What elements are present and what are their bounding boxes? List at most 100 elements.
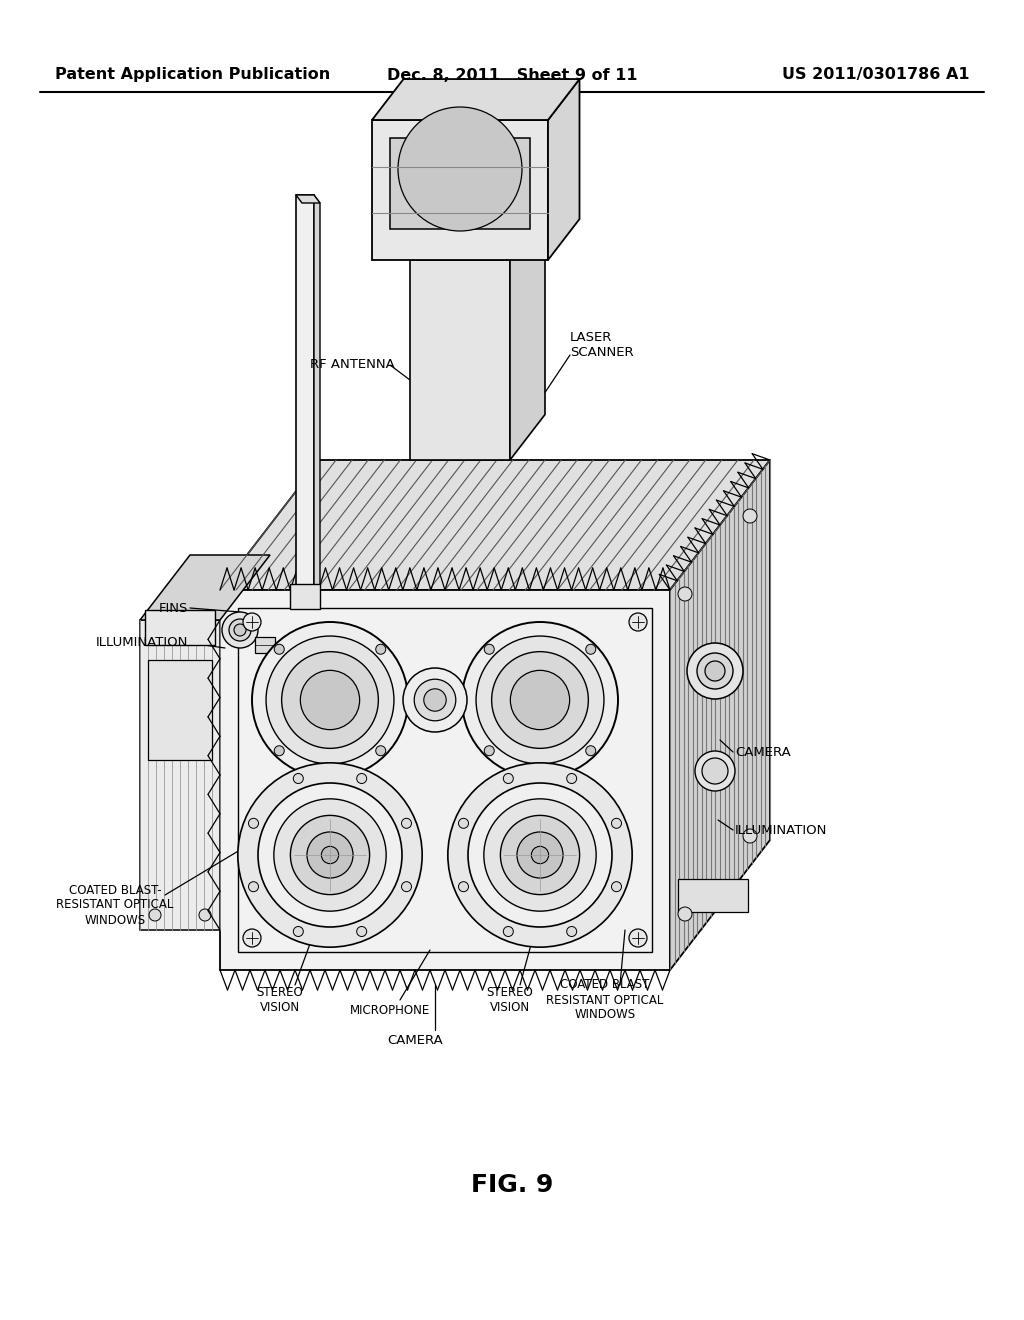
Text: US 2011/0301786 A1: US 2011/0301786 A1	[782, 67, 970, 82]
Circle shape	[243, 612, 261, 631]
Circle shape	[517, 832, 563, 878]
Circle shape	[586, 644, 596, 655]
Circle shape	[401, 882, 412, 892]
Circle shape	[695, 751, 735, 791]
Circle shape	[462, 622, 618, 777]
Circle shape	[611, 818, 622, 829]
Circle shape	[293, 774, 303, 784]
Polygon shape	[410, 214, 545, 260]
Circle shape	[307, 832, 353, 878]
Text: CAMERA: CAMERA	[735, 746, 791, 759]
Bar	[148, 660, 212, 760]
Text: ILLUMINATION: ILLUMINATION	[95, 636, 188, 649]
Circle shape	[199, 630, 211, 642]
Circle shape	[586, 746, 596, 756]
Bar	[255, 638, 275, 653]
Circle shape	[459, 818, 469, 829]
Circle shape	[300, 671, 359, 730]
Bar	[678, 879, 748, 912]
Text: RF ANTENNA: RF ANTENNA	[310, 359, 394, 371]
Circle shape	[398, 107, 522, 231]
Polygon shape	[220, 590, 670, 970]
Circle shape	[414, 680, 456, 721]
Circle shape	[238, 763, 422, 948]
Circle shape	[492, 652, 589, 748]
Circle shape	[401, 818, 412, 829]
Polygon shape	[290, 583, 319, 609]
Circle shape	[566, 927, 577, 936]
Circle shape	[356, 927, 367, 936]
Circle shape	[222, 612, 258, 648]
Circle shape	[678, 907, 692, 921]
Circle shape	[243, 929, 261, 946]
Circle shape	[476, 636, 604, 764]
Circle shape	[483, 799, 596, 911]
Text: STEREO
VISION: STEREO VISION	[486, 986, 534, 1014]
Polygon shape	[314, 195, 319, 602]
Circle shape	[356, 774, 367, 784]
Polygon shape	[220, 459, 770, 590]
Polygon shape	[510, 214, 545, 459]
Circle shape	[252, 622, 408, 777]
Circle shape	[705, 661, 725, 681]
Polygon shape	[296, 195, 314, 594]
Circle shape	[234, 624, 246, 636]
Text: Patent Application Publication: Patent Application Publication	[55, 67, 331, 82]
Circle shape	[322, 846, 339, 863]
Polygon shape	[145, 610, 215, 645]
Circle shape	[376, 644, 386, 655]
Circle shape	[504, 927, 513, 936]
Circle shape	[678, 587, 692, 601]
Circle shape	[743, 510, 757, 523]
Text: CAMERA: CAMERA	[387, 1034, 442, 1047]
Polygon shape	[296, 195, 319, 203]
Circle shape	[199, 909, 211, 921]
Circle shape	[150, 630, 161, 642]
Text: STEREO
VISION: STEREO VISION	[257, 986, 303, 1014]
Circle shape	[403, 668, 467, 733]
Circle shape	[468, 783, 612, 927]
Bar	[238, 609, 652, 952]
Circle shape	[273, 799, 386, 911]
Text: COATED BLAST-
RESISTANT OPTICAL
WINDOWS: COATED BLAST- RESISTANT OPTICAL WINDOWS	[56, 883, 174, 927]
Circle shape	[510, 671, 569, 730]
Polygon shape	[140, 554, 270, 620]
Circle shape	[687, 643, 743, 700]
Text: FINS: FINS	[159, 602, 188, 615]
Circle shape	[504, 774, 513, 784]
Circle shape	[629, 929, 647, 946]
Circle shape	[266, 636, 394, 764]
Circle shape	[150, 909, 161, 921]
Text: Dec. 8, 2011   Sheet 9 of 11: Dec. 8, 2011 Sheet 9 of 11	[387, 67, 637, 82]
Polygon shape	[372, 79, 580, 120]
Polygon shape	[670, 459, 770, 970]
Circle shape	[293, 927, 303, 936]
Circle shape	[274, 644, 285, 655]
Text: ILLUMINATION: ILLUMINATION	[735, 824, 827, 837]
Circle shape	[484, 644, 495, 655]
Polygon shape	[548, 79, 580, 260]
Circle shape	[258, 783, 402, 927]
Circle shape	[424, 689, 446, 711]
Circle shape	[291, 816, 370, 895]
Bar	[390, 139, 530, 228]
Circle shape	[484, 746, 495, 756]
Circle shape	[611, 882, 622, 892]
Circle shape	[376, 746, 386, 756]
Circle shape	[566, 774, 577, 784]
Circle shape	[459, 882, 469, 892]
Circle shape	[702, 758, 728, 784]
Circle shape	[249, 818, 258, 829]
Circle shape	[447, 763, 632, 948]
Text: COATED BLAST
RESISTANT OPTICAL
WINDOWS: COATED BLAST RESISTANT OPTICAL WINDOWS	[547, 978, 664, 1022]
Polygon shape	[372, 120, 548, 260]
Text: LASER
SCANNER: LASER SCANNER	[570, 331, 634, 359]
Circle shape	[501, 816, 580, 895]
Circle shape	[282, 652, 378, 748]
Circle shape	[274, 746, 285, 756]
Polygon shape	[410, 260, 510, 459]
Circle shape	[229, 619, 251, 642]
Circle shape	[743, 829, 757, 843]
Text: FIG. 9: FIG. 9	[471, 1173, 553, 1197]
Text: MICROPHONE: MICROPHONE	[350, 1003, 430, 1016]
